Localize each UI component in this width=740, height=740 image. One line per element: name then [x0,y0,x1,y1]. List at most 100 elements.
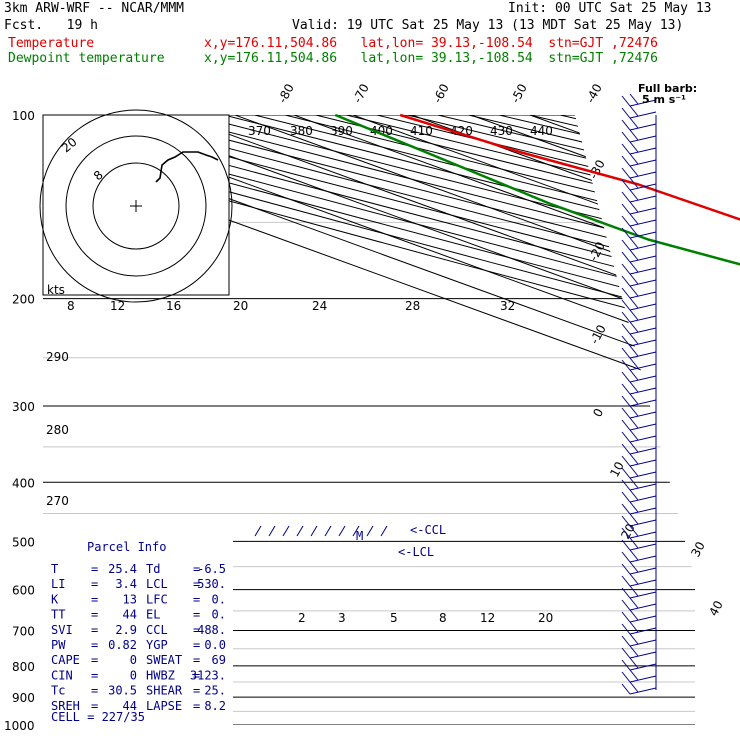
wind-barb [621,357,657,371]
parcel-param-value: 0. [212,592,226,606]
parcel-param-name: LI [51,577,65,591]
isotherm [707,115,740,725]
wind-barb [621,105,657,119]
hodograph-speed-label: 8 [67,299,75,313]
isotherm-label: 0 [590,406,606,419]
hodograph-ring [65,135,207,277]
wind-barb [621,645,657,659]
pressure-tick-label: 100 [12,109,35,123]
isotherm [647,115,695,725]
pressure-tick-label: 800 [12,660,35,674]
parcel-param-value: 530. [197,577,226,591]
parcel-param-name: SWEAT [146,653,182,667]
wind-barb [621,381,657,395]
temperature-location: x,y=176.11,504.86 lat,lon= 39.13,-108.54… [204,36,658,51]
parcel-param-equals: = [193,623,200,637]
wind-barb-small [366,525,374,537]
wind-barb-small [352,525,360,537]
wind-barb [621,525,657,539]
parcel-param-value: 2.9 [115,623,137,637]
isotherm-label: 40 [706,598,726,618]
parcel-param-equals: = [193,653,200,667]
parcel-param-equals: = [91,623,98,637]
pressure-tick-label: 1000 [4,719,35,733]
pressure-tick-label: 300 [12,400,35,414]
parcel-param-equals: = [91,608,98,622]
wind-barb [621,405,657,419]
dry-adiabat [346,115,695,725]
wind-barb [621,201,657,215]
wind-barb [621,213,657,227]
wind-barb [621,549,657,563]
parcel-param-equals: = [91,699,98,713]
parcel-param-equals: = [193,562,200,576]
hodograph-ring [39,109,233,303]
parcel-param-value: -6.5 [197,562,226,576]
theta-label: 380 [290,124,313,138]
parcel-param-value: 3123. [190,668,226,682]
wind-barb [621,609,657,623]
wind-barb [621,681,657,695]
parcel-param-equals: = [91,562,98,576]
wind-barb-small [268,525,276,537]
wind-barb [621,165,657,179]
wind-barb [621,285,657,299]
barb-legend-title: Full barb: [638,82,697,95]
wind-barb [621,249,657,263]
wind-barb-small [338,525,346,537]
isotherm-label: -80 [275,82,297,106]
wind-barb [621,273,657,287]
isotherm-label: 10 [607,459,627,479]
wind-barb [621,465,657,479]
wind-barb [621,597,657,611]
parcel-param-equals: = [91,668,98,682]
parcel-param-name: CCL [146,623,168,637]
parcel-param-name: CIN [51,668,73,682]
wind-barb [621,393,657,407]
wind-barb [621,561,657,575]
parcel-param-name: K [51,592,59,606]
parcel-marker: M [356,529,363,543]
parcel-param-value: 3.4 [115,577,137,591]
barb-legend-value: 5 m s⁻¹ [642,93,686,106]
parcel-param-equals: = [91,638,98,652]
parcel-param-name: LFC [146,592,168,606]
theta-label: 290 [46,350,69,364]
wind-barb [621,225,657,239]
moist-adiabat [720,299,740,725]
dewpoint-trace [334,113,740,266]
wind-barb-small [296,525,304,537]
wind-barb [621,117,657,131]
wind-barb [621,93,657,107]
dry-adiabat [284,115,695,725]
parcel-param-name: T [51,562,58,576]
theta-label: 430 [490,124,513,138]
hodograph: 8 20 [39,109,233,303]
isotherm-label: -30 [586,158,608,182]
parcel-param-name: EL [146,608,160,622]
parcel-param-value: 0 [130,668,137,682]
pressure-tick-label: 900 [12,691,35,705]
wind-barb [621,621,657,635]
wind-barb [621,537,657,551]
dewpoint-legend-label: Dewpoint temperature [8,51,165,66]
parcel-param-name: HWBZ [146,668,175,682]
moist-adiabat [661,298,695,725]
wind-barb [621,345,657,359]
dry-adiabat [315,115,695,725]
isotherm [411,115,695,725]
mixing-ratio-label: 2 [298,611,306,625]
parcel-param-value: 25.4 [108,562,137,576]
dry-adiabat [254,115,695,725]
hodograph-speed-label: 32 [500,299,515,313]
wind-barbs [254,93,657,695]
wind-barb-small [324,525,332,537]
parcel-param-equals: = [91,684,98,698]
parcel-param-equals: = [193,592,200,606]
theta-label: 440 [530,124,553,138]
parcel-param-equals: = [91,653,98,667]
isotherm [588,115,695,725]
wind-barb [621,261,657,275]
lcl-label: <-LCL [398,545,434,559]
parcel-param-name: Td [146,562,160,576]
